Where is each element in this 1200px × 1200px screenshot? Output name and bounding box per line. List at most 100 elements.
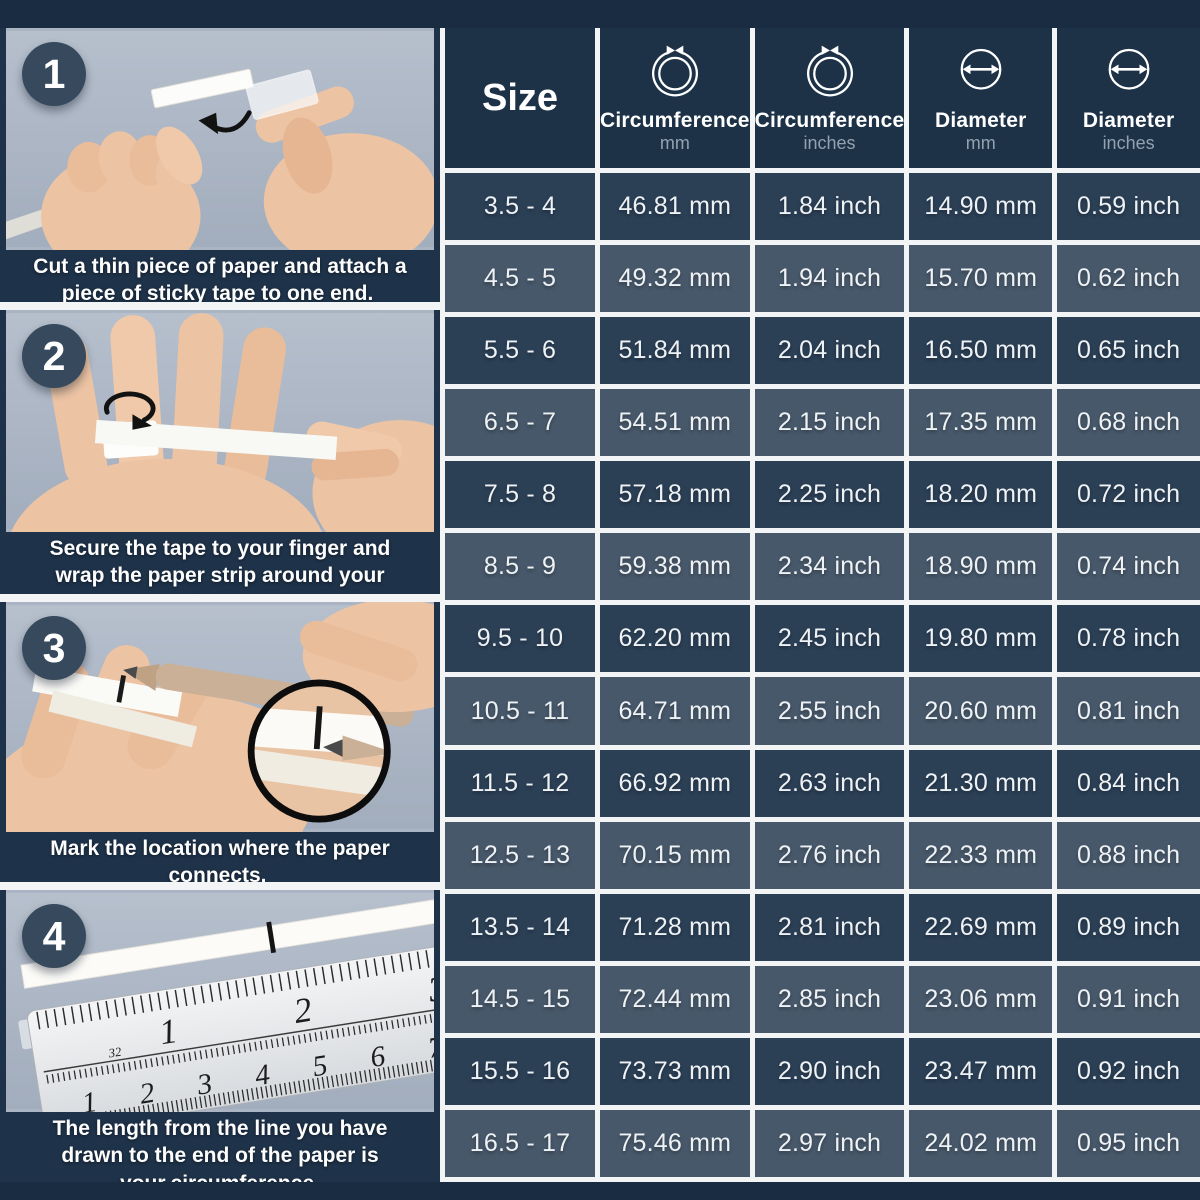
mark-paper-with-pen-illustration	[6, 602, 434, 832]
circumference-mm-cell: 72.44 mm	[600, 965, 750, 1033]
size-cell: 8.5 - 9	[445, 533, 595, 601]
circumference-inches-cell: 2.45 inch	[754, 605, 905, 673]
ruler-number: 7	[426, 1031, 434, 1065]
size-cell: 6.5 - 7	[445, 389, 595, 457]
diameter-inches-cell: 0.92 inch	[1057, 1037, 1200, 1105]
ruler-number: 32	[107, 1045, 123, 1061]
diameter-inches-cell: 0.62 inch	[1057, 245, 1200, 313]
circumference-inches-cell: 2.63 inch	[754, 749, 905, 817]
diameter-inches-cell: 0.74 inch	[1057, 533, 1200, 601]
size-cell: 7.5 - 8	[445, 461, 595, 529]
diameter-inches-cell: 0.95 inch	[1057, 1109, 1200, 1177]
circumference-mm-cell: 75.46 mm	[600, 1109, 750, 1177]
size-cell: 4.5 - 5	[445, 245, 595, 313]
instruction-steps-panel: 1 Cut a thin piece of paper and attach a…	[0, 0, 440, 1200]
circumference-mm-cell: 71.28 mm	[600, 893, 750, 961]
ruler-number: 1	[80, 1086, 99, 1112]
diameter-inches-cell: 0.72 inch	[1057, 461, 1200, 529]
step-number-badge: 1	[22, 42, 86, 106]
step-1-photo: 1	[6, 28, 434, 250]
diameter-mm-cell: 19.80 mm	[909, 605, 1053, 673]
ring-size-grid: Size Circumference mm	[445, 28, 1200, 1177]
ruler-number: 3	[425, 968, 434, 1009]
circumference-mm-cell: 49.32 mm	[600, 245, 750, 313]
step-4-photo: 1 2 3 32 1 2 3 4 5 6 7	[6, 890, 434, 1112]
circumference-inches-cell: 1.94 inch	[754, 245, 905, 313]
diameter-mm-cell: 22.33 mm	[909, 821, 1053, 889]
section-divider	[0, 594, 440, 602]
diameter-inches-cell: 0.91 inch	[1057, 965, 1200, 1033]
circumference-mm-cell: 62.20 mm	[600, 605, 750, 673]
diameter-inches-cell: 0.65 inch	[1057, 317, 1200, 385]
bottom-border-bar	[0, 1182, 1200, 1200]
circumference-inches-cell: 2.90 inch	[754, 1037, 905, 1105]
header-diameter-inches: Diameter inches	[1057, 28, 1200, 168]
header-circumference-mm: Circumference mm	[600, 28, 750, 168]
size-cell: 15.5 - 16	[445, 1037, 595, 1105]
size-cell: 9.5 - 10	[445, 605, 595, 673]
diameter-inches-cell: 0.68 inch	[1057, 389, 1200, 457]
circumference-mm-cell: 51.84 mm	[600, 317, 750, 385]
step-3-section: 3 Mark the location where the paper conn…	[0, 602, 440, 893]
circumference-inches-cell: 1.84 inch	[754, 173, 905, 241]
diameter-icon	[1101, 43, 1157, 104]
circumference-mm-cell: 64.71 mm	[600, 677, 750, 745]
diameter-mm-cell: 18.90 mm	[909, 533, 1053, 601]
diameter-mm-cell: 15.70 mm	[909, 245, 1053, 313]
circumference-mm-cell: 59.38 mm	[600, 533, 750, 601]
diameter-icon	[953, 43, 1009, 104]
circumference-mm-cell: 54.51 mm	[600, 389, 750, 457]
diameter-mm-cell: 18.20 mm	[909, 461, 1053, 529]
size-cell: 10.5 - 11	[445, 677, 595, 745]
step-2-section: 2 Secure the tape to your finger and wra…	[0, 310, 440, 620]
ruler-number: 4	[253, 1058, 272, 1092]
circumference-mm-cell: 73.73 mm	[600, 1037, 750, 1105]
diameter-mm-cell: 20.60 mm	[909, 677, 1053, 745]
size-cell: 11.5 - 12	[445, 749, 595, 817]
section-divider	[0, 882, 440, 890]
ruler-number: 6	[368, 1040, 388, 1074]
diameter-inches-cell: 0.81 inch	[1057, 677, 1200, 745]
diameter-inches-cell: 0.78 inch	[1057, 605, 1200, 673]
circumference-mm-cell: 70.15 mm	[600, 821, 750, 889]
top-border-bar	[0, 0, 1200, 28]
circumference-inches-cell: 2.85 inch	[754, 965, 905, 1033]
header-size: Size	[445, 28, 595, 168]
diameter-mm-cell: 23.06 mm	[909, 965, 1053, 1033]
circumference-icon	[802, 43, 858, 104]
circumference-inches-cell: 2.04 inch	[754, 317, 905, 385]
diameter-inches-cell: 0.88 inch	[1057, 821, 1200, 889]
ring-size-table: Size Circumference mm	[440, 28, 1200, 1182]
size-cell: 13.5 - 14	[445, 893, 595, 961]
ruler-number: 1	[157, 1011, 180, 1052]
circumference-inches-cell: 2.76 inch	[754, 821, 905, 889]
step-number-badge: 2	[22, 324, 86, 388]
header-circumference-inches: Circumference inches	[754, 28, 905, 168]
size-cell: 14.5 - 15	[445, 965, 595, 1033]
diameter-mm-cell: 22.69 mm	[909, 893, 1053, 961]
circumference-inches-cell: 2.55 inch	[754, 677, 905, 745]
size-cell: 3.5 - 4	[445, 173, 595, 241]
diameter-mm-cell: 17.35 mm	[909, 389, 1053, 457]
step-number-badge: 3	[22, 616, 86, 680]
step-1-caption: Cut a thin piece of paper and attach a p…	[0, 250, 440, 311]
diameter-inches-cell: 0.84 inch	[1057, 749, 1200, 817]
diameter-mm-cell: 23.47 mm	[909, 1037, 1053, 1105]
circumference-inches-cell: 2.81 inch	[754, 893, 905, 961]
size-cell: 5.5 - 6	[445, 317, 595, 385]
wrap-strip-around-finger-illustration	[6, 313, 434, 532]
step-1-section: 1 Cut a thin piece of paper and attach a…	[0, 28, 440, 311]
section-divider	[0, 302, 440, 310]
circumference-inches-cell: 2.15 inch	[754, 389, 905, 457]
circumference-inches-cell: 2.25 inch	[754, 461, 905, 529]
diameter-mm-cell: 16.50 mm	[909, 317, 1053, 385]
diameter-inches-cell: 0.59 inch	[1057, 173, 1200, 241]
ruler-number: 2	[291, 990, 314, 1031]
diameter-mm-cell: 21.30 mm	[909, 749, 1053, 817]
diameter-mm-cell: 24.02 mm	[909, 1109, 1053, 1177]
step-2-photo: 2	[6, 310, 434, 532]
step-number-badge: 4	[22, 904, 86, 968]
diameter-mm-cell: 14.90 mm	[909, 173, 1053, 241]
ruler-number: 5	[310, 1049, 329, 1083]
circumference-inches-cell: 2.34 inch	[754, 533, 905, 601]
